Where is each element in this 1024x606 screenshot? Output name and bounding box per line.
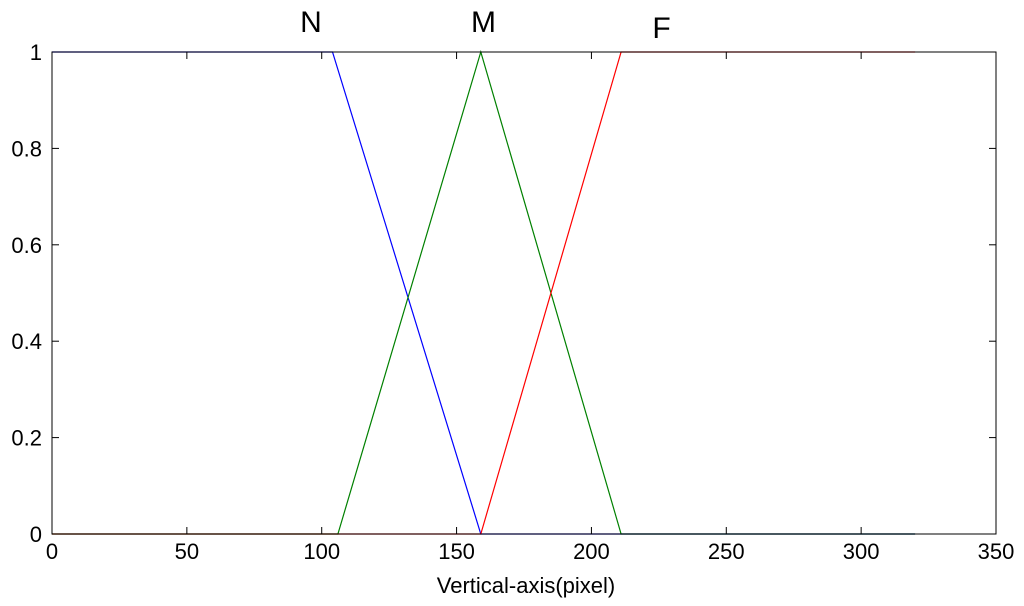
y-tick-label: 0.4 (11, 329, 42, 354)
x-tick-label: 100 (303, 539, 340, 564)
y-tick-label: 0.6 (11, 233, 42, 258)
y-tick-label: 1 (30, 40, 42, 65)
tick-layer: 0 50 100 150 200 250 300 350 0 0.2 0.4 0.6 0.8 1 (11, 40, 1014, 564)
x-tick-label: 150 (438, 539, 475, 564)
x-axis-title: Vertical-axis(pixel) (437, 573, 616, 598)
x-tick-label: 50 (175, 539, 199, 564)
x-tick-label: 300 (843, 539, 880, 564)
plot-frame (51, 51, 997, 535)
x-tick-label: 200 (573, 539, 610, 564)
series-label-f: F (652, 12, 670, 45)
x-tick-label: 250 (708, 539, 745, 564)
y-tick-label: 0 (30, 522, 42, 547)
series-label-n: N (300, 6, 322, 39)
series-label-m: M (471, 6, 496, 39)
x-tick-label: 350 (978, 539, 1015, 564)
y-tick-label: 0.2 (11, 426, 42, 451)
x-tick-label: 0 (46, 539, 58, 564)
y-tick-label: 0.8 (11, 136, 42, 161)
